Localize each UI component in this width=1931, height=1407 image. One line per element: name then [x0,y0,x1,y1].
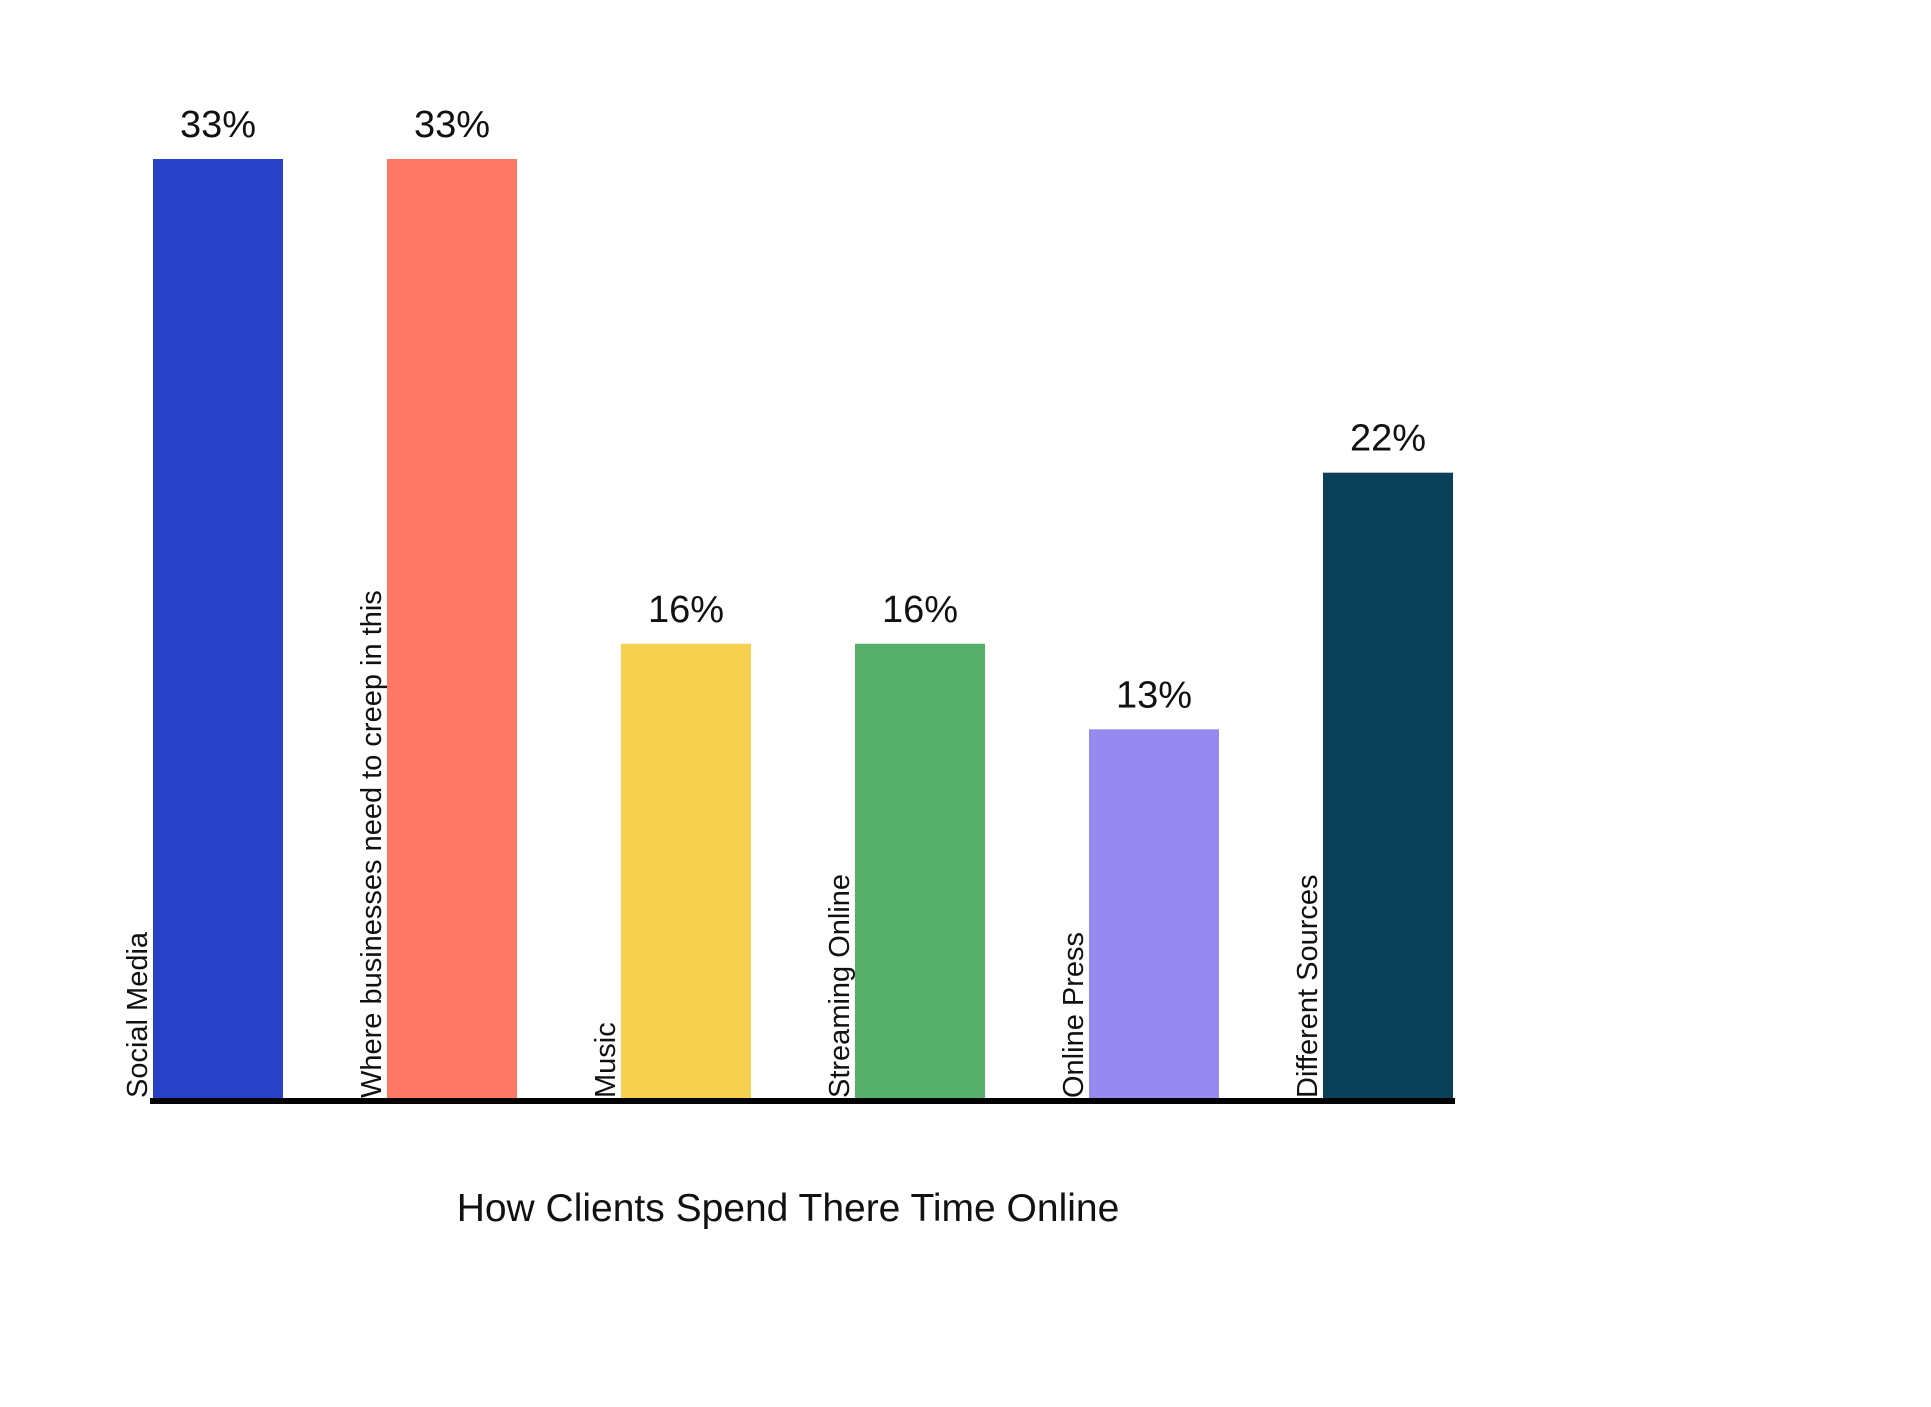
value-label-music: 16% [648,589,724,631]
bar-streaming-online [855,643,985,1100]
value-label-online-press: 13% [1116,674,1192,716]
x-axis-title: How Clients Spend There Time Online [457,1187,1120,1230]
category-label-where-businesses-need-to-creep-in-this: Where businesses need to creep in this [356,590,388,1098]
bar-social-media [153,159,283,1100]
bar-online-press [1089,729,1219,1100]
bar-where-businesses-need-to-creep-in-this [387,159,517,1100]
value-label-where-businesses-need-to-creep-in-this: 33% [414,104,490,146]
value-labels-layer: 33% 33% 16% 16% 13% 22% [180,104,1426,716]
category-label-music: Music [590,1022,622,1098]
category-label-different-sources: Different Sources [1292,874,1324,1098]
bars-layer [153,159,1453,1101]
value-label-streaming-online: 16% [882,589,958,631]
category-label-social-media: Social Media [122,931,154,1098]
category-labels-layer: Social Media Where businesses need to cre… [122,590,1324,1098]
category-label-online-press: Online Press [1058,932,1090,1098]
bar-different-sources [1323,472,1453,1101]
bar-music [621,643,751,1100]
value-label-different-sources: 22% [1350,418,1426,460]
value-label-social-media: 33% [180,104,256,146]
category-label-streaming-online: Streaming Online [824,874,856,1098]
